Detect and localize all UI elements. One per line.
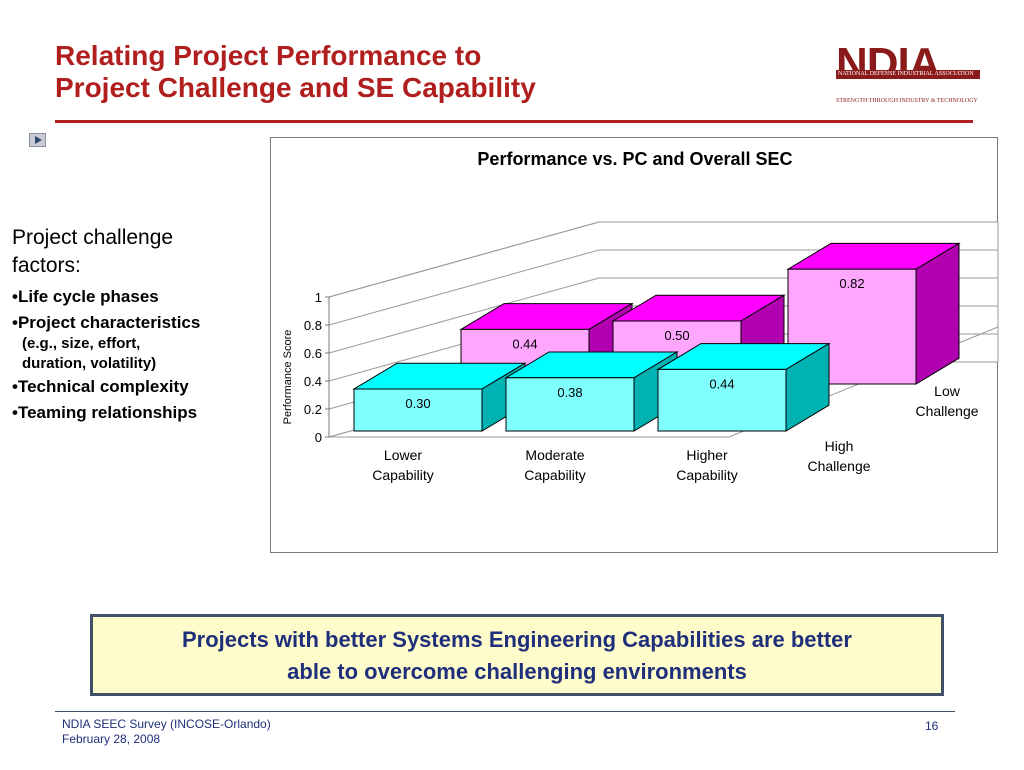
- factors-heading-line-1: Project challenge: [12, 226, 174, 249]
- factor-text: Life cycle phases: [17, 287, 159, 306]
- footer-source: NDIA SEEC Survey (INCOSE-Orlando) Februa…: [62, 717, 271, 747]
- bullet: •: [12, 377, 18, 396]
- factors-list-continued: •Technical complexity •Teaming relations…: [12, 374, 267, 426]
- factor-item: •Life cycle phases: [12, 284, 267, 310]
- bullet: •: [12, 287, 18, 306]
- series-label-line-2: Challenge: [807, 458, 870, 474]
- category-label-line-2: Capability: [372, 467, 433, 483]
- series-label-line-1: Low: [934, 383, 961, 399]
- y-tick-label: 0.8: [304, 318, 322, 333]
- gridline: [328, 221, 998, 298]
- category-label-line-1: Moderate: [525, 447, 584, 463]
- slide-title: Relating Project Performance to Project …: [55, 40, 536, 104]
- bullet: •: [12, 313, 18, 332]
- slide-title-line-1: Relating Project Performance to: [55, 40, 482, 71]
- category-label-line-1: Higher: [686, 447, 728, 463]
- challenge-factors: Project challenge factors: •Life cycle p…: [12, 224, 267, 426]
- series-label-line-1: High: [825, 438, 854, 454]
- bar-value-label: 0.50: [664, 328, 689, 343]
- factors-list: •Life cycle phases •Project characterist…: [12, 284, 267, 336]
- factor-item: •Teaming relationships: [12, 400, 267, 426]
- play-button[interactable]: [29, 133, 46, 147]
- conclusion-callout: Projects with better Systems Engineering…: [90, 614, 944, 696]
- y-tick-label: 0.4: [304, 374, 322, 389]
- factor-text: Teaming relationships: [17, 403, 198, 422]
- callout-line-1: Projects with better Systems Engineering…: [182, 627, 852, 652]
- performance-chart: Performance vs. PC and Overall SEC 0 0.2 0.…: [282, 149, 999, 483]
- y-tick-label: 0: [315, 430, 322, 445]
- footer-line: NDIA SEEC Survey (INCOSE-Orlando): [62, 717, 271, 731]
- chart-title: Performance vs. PC and Overall SEC: [477, 149, 792, 169]
- bar-value-label: 0.38: [557, 385, 582, 400]
- page-number: 16: [925, 719, 939, 733]
- factors-subnote: (e.g., size, effort, duration, volatilit…: [22, 334, 267, 374]
- slide-title-line-2: Project Challenge and SE Capability: [55, 72, 536, 103]
- factor-text: Project characteristics: [17, 313, 201, 332]
- factors-heading: Project challenge factors:: [12, 224, 267, 280]
- y-axis-title: Performance Score: [282, 330, 294, 425]
- bar-value-label: 0.44: [709, 376, 734, 391]
- bar-front: [657, 368, 787, 432]
- logo-association: NATIONAL DEFENSE INDUSTRIAL ASSOCIATION: [838, 71, 974, 77]
- y-tick-label: 0.2: [304, 402, 322, 417]
- y-tick-label: 1: [315, 290, 322, 305]
- chart-frame: Performance vs. PC and Overall SEC 0 0.2 0.…: [270, 137, 999, 553]
- bar-front: [505, 377, 635, 432]
- footer-line: February 28, 2008: [62, 732, 161, 746]
- title-divider: [55, 120, 973, 123]
- factor-subitem: (e.g., size, effort,: [22, 335, 141, 352]
- bar-value-label: 0.82: [839, 276, 864, 291]
- play-icon: [35, 136, 42, 144]
- factor-text: Technical complexity: [17, 377, 189, 396]
- bullet: •: [12, 403, 18, 422]
- ndia-logo: NDIA NATIONAL DEFENSE INDUSTRIAL ASSOCIA…: [836, 42, 980, 108]
- logo-band: [836, 70, 980, 79]
- category-label-line-2: Capability: [524, 467, 585, 483]
- bar-value-label: 0.30: [405, 396, 430, 411]
- factor-item: •Project characteristics: [12, 310, 267, 336]
- bar-value-label: 0.44: [512, 336, 537, 351]
- footer-divider: [55, 711, 955, 712]
- logo-tagline: STRENGTH THROUGH INDUSTRY & TECHNOLOGY: [836, 98, 978, 104]
- bar-front: [353, 388, 483, 432]
- callout-line-2: able to overcome challenging environment…: [287, 659, 747, 684]
- factor-item: •Technical complexity: [12, 374, 267, 400]
- factors-heading-line-2: factors:: [12, 254, 81, 277]
- y-tick-label: 0.6: [304, 346, 322, 361]
- series-label-line-2: Challenge: [915, 403, 978, 419]
- factor-subitem: duration, volatility): [22, 355, 157, 372]
- category-label-line-1: Lower: [384, 447, 422, 463]
- category-label-line-2: Capability: [676, 467, 737, 483]
